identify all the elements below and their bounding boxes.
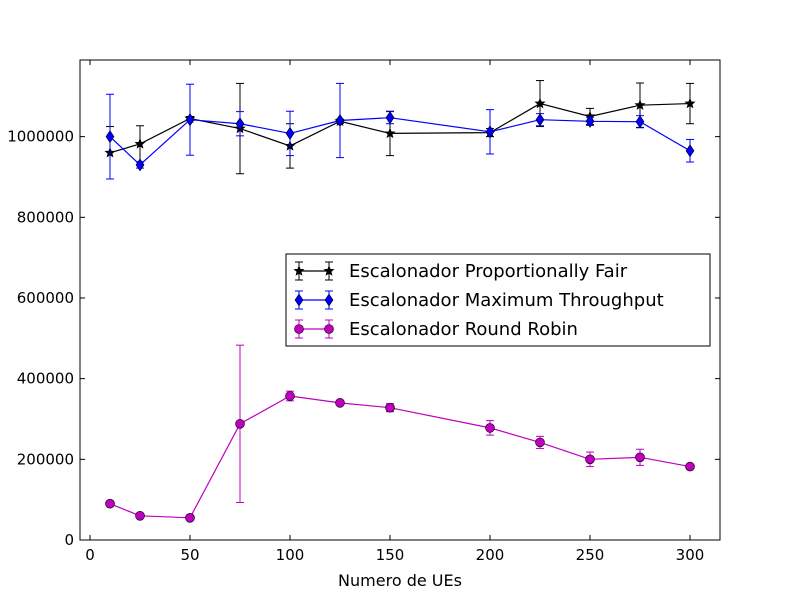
data-point: [635, 452, 645, 463]
y-tick-label: 200000: [17, 450, 74, 468]
data-point: [685, 144, 695, 158]
data-point: [385, 402, 395, 413]
series-line: [109, 395, 691, 519]
series-line: [109, 117, 691, 166]
plot-series: [104, 80, 696, 523]
data-point: [635, 115, 645, 129]
x-tick-label: 100: [276, 546, 305, 564]
data-point: [235, 117, 245, 131]
legend: Escalonador Proportionally Fair Escalonad…: [285, 253, 711, 347]
data-point: [485, 423, 495, 433]
y-tick-label: 0: [64, 531, 74, 549]
data-point: [535, 437, 545, 448]
x-tick-label: 250: [576, 546, 605, 564]
legend-item-escalonador-round-robin: Escalonador Round Robin: [294, 319, 578, 340]
y-tick-label: 1000000: [7, 128, 74, 146]
data-point: [534, 97, 546, 109]
data-point: [185, 513, 195, 523]
x-tick-label: 50: [180, 546, 199, 564]
data-point: [185, 113, 195, 127]
legend-marker: [294, 293, 304, 307]
data-point: [285, 391, 295, 401]
legend-item-escalonador-proportionally-fair: Escalonador Proportionally Fair: [293, 261, 628, 282]
data-point: [385, 111, 395, 125]
data-point: [585, 454, 595, 465]
data-point: [684, 97, 696, 109]
data-point: [685, 461, 695, 472]
y-tick-label: 600000: [17, 289, 74, 307]
data-point: [585, 114, 595, 128]
legend-marker: [324, 324, 334, 334]
data-point: [134, 138, 146, 149]
x-tick-label: 200: [476, 546, 505, 564]
legend-marker: [324, 293, 334, 307]
legend-marker: [323, 265, 335, 276]
data-point: [634, 99, 646, 110]
legend-label: Escalonador Maximum Throughput: [349, 290, 664, 311]
data-point: [285, 126, 295, 140]
legend-item-escalonador-maximum-throughput: Escalonador Maximum Throughput: [294, 290, 664, 311]
legend-marker: [293, 265, 305, 276]
legend-label: Escalonador Round Robin: [349, 319, 578, 340]
data-point: [235, 419, 245, 429]
series-escalonador-maximum-throughput: [105, 82, 695, 180]
data-point: [535, 113, 545, 127]
legend-box: [285, 253, 711, 347]
x-tick-label: 300: [676, 546, 705, 564]
plot-frame: [79, 59, 721, 541]
data-point: [335, 398, 345, 408]
axes: 0 50 100 150 200 250 300 0 200000 400000 600000 800…: [7, 60, 720, 564]
data-point: [105, 498, 115, 509]
x-tick-label: 150: [376, 546, 405, 564]
data-point: [335, 113, 345, 128]
y-tick-label: 400000: [17, 370, 74, 388]
series-escalonador-round-robin: [105, 344, 695, 523]
data-point: [384, 127, 396, 139]
legend-label: Escalonador Proportionally Fair: [349, 261, 628, 282]
data-point: [105, 130, 115, 144]
x-axis-label: Numero de UEs: [338, 571, 462, 590]
data-point: [135, 510, 145, 521]
series-line: [109, 102, 691, 154]
data-point: [485, 125, 495, 139]
legend-marker: [294, 324, 304, 334]
data-point: [135, 158, 145, 172]
x-tick-label: 0: [85, 546, 95, 564]
y-tick-label: 800000: [17, 208, 74, 226]
